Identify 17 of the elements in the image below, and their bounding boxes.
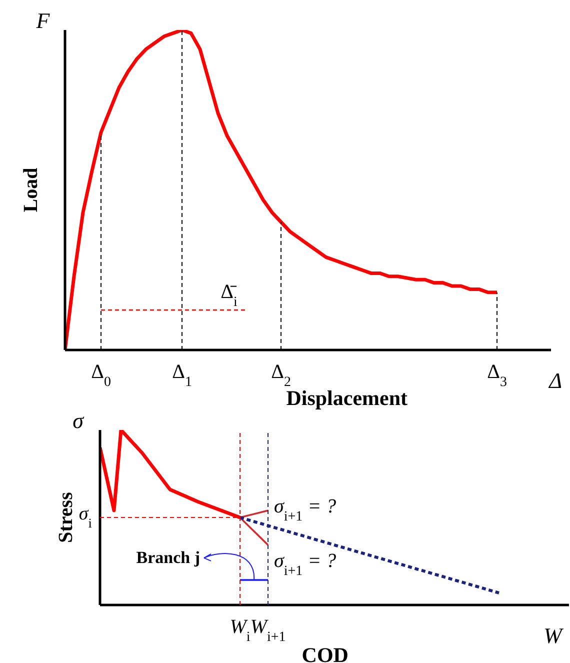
y-axis-title: Stress xyxy=(55,492,77,543)
y-axis-title: Load xyxy=(20,168,42,212)
x-tick-label: Δ$_{1}$ xyxy=(172,361,192,390)
text: σ xyxy=(72,408,85,433)
annotation: Branch j xyxy=(136,548,200,567)
x-axis-title: COD xyxy=(302,643,348,663)
annotation: σ$_{i+1}$ = ? xyxy=(274,496,336,524)
x-tick-label: W$_{i+1}$ xyxy=(250,616,286,644)
text: Δ xyxy=(548,368,562,393)
x-tick-label: Δ$_{0}$ xyxy=(91,361,111,390)
text: F xyxy=(35,8,50,33)
x-tick-label: W$_{i}$ xyxy=(230,616,250,644)
text: W xyxy=(544,623,564,648)
annotation: σ$_{i+1}$ = ? xyxy=(274,550,336,578)
ref-line-label: σ$_{i}$ xyxy=(78,504,92,530)
x-tick-label: Δ$_{3}$ xyxy=(487,361,507,390)
annotation: Δ̄$_{i}$ xyxy=(220,281,238,310)
